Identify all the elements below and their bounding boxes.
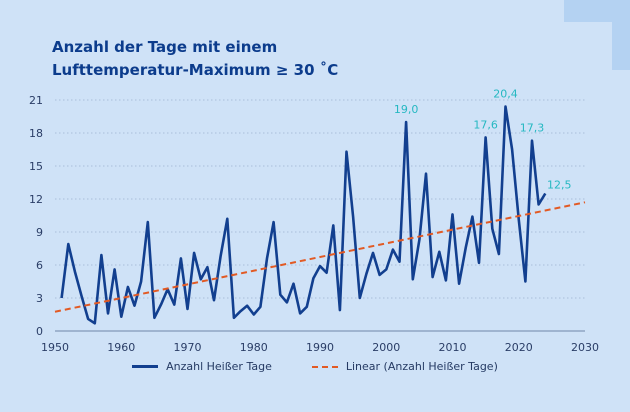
annotation-layer: 19,0 17,6 20,4 17,3 12,5 [394,88,572,192]
x-axis-ticks: 1950 1960 1970 1980 1990 2000 2010 2020 2030 [41,341,599,354]
legend-label-series: Anzahl Heißer Tage [166,360,272,373]
data-label: 19,0 [394,103,419,116]
y-tick-label: 6 [36,259,43,272]
legend-swatch-solid [132,365,159,368]
y-tick-label: 18 [29,127,43,140]
x-tick-label: 1970 [174,341,202,354]
series-line-heisse-tage [60,105,547,325]
y-tick-label: 0 [36,325,43,338]
corner-decoration-strip [612,22,630,70]
chart-title: Anzahl der Tage mit einem Lufttemperatur… [52,36,338,82]
legend-item-trend: Linear (Anzahl Heißer Tage) [311,360,498,373]
x-tick-label: 1960 [107,341,135,354]
legend-swatch-dashed [311,365,338,368]
x-tick-label: 2030 [571,341,599,354]
x-tick-label: 1990 [306,341,334,354]
corner-decoration [564,0,630,22]
x-tick-label: 2020 [505,341,533,354]
legend: Anzahl Heißer Tage Linear (Anzahl Heißer… [0,360,630,373]
legend-item-series: Anzahl Heißer Tage [132,360,272,373]
legend-label-trend: Linear (Anzahl Heißer Tage) [345,360,498,373]
y-tick-label: 21 [29,94,43,107]
series-layer [54,105,586,325]
chart-title-line-1: Anzahl der Tage mit einem [52,38,278,56]
x-tick-label: 2000 [372,341,400,354]
y-tick-label: 3 [36,292,43,305]
y-tick-label: 15 [29,160,43,173]
chart-title-line-2: Lufttemperatur-Maximum ≥ 30 ˚C [52,61,339,79]
data-label: 12,5 [547,179,572,192]
y-axis-ticks: 0 3 6 9 12 15 18 21 [29,94,43,338]
x-tick-label: 2010 [439,341,467,354]
y-tick-label: 9 [36,226,43,239]
trend-line [54,201,586,313]
x-tick-label: 1980 [240,341,268,354]
data-label: 17,6 [473,118,498,131]
data-label: 20,4 [493,88,518,101]
data-label: 17,3 [520,122,545,135]
x-tick-label: 1950 [41,341,69,354]
y-tick-label: 12 [29,193,43,206]
